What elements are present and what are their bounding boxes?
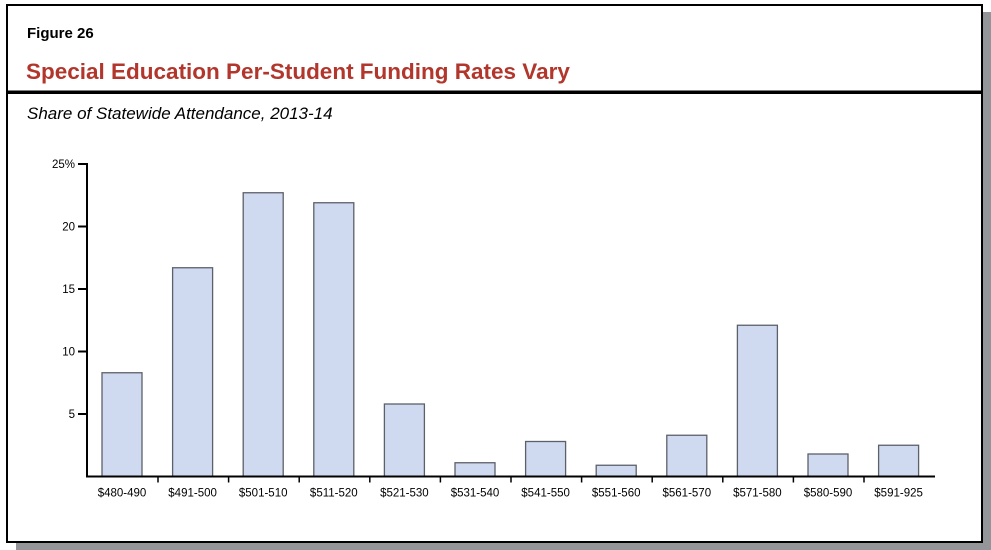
figure-frame: Figure 26 Special Education Per-Student … [6,4,983,543]
bar [454,462,496,478]
x-tick-label: $591-925 [874,488,923,500]
x-tick-label: $580-590 [804,488,853,500]
figure-label: Figure 26 [27,25,94,42]
x-tick-label: $491-500 [168,488,217,500]
bars [101,192,920,478]
bar [383,403,426,478]
figure-title: Special Education Per-Student Funding Ra… [26,59,570,84]
x-tick-label: $551-560 [592,488,641,500]
x-axis: $480-490 $491-500 $501-510 $511-520 $521-530… [86,475,935,500]
bar [242,192,284,478]
x-tick-label: $531-540 [451,488,500,500]
bar [101,372,143,478]
chart-subtitle: Share of Statewide Attendance, 2013-14 [27,104,333,123]
bar [171,267,214,478]
y-tick-label: 25% [52,159,75,171]
bar [595,464,637,478]
bar [666,434,708,478]
bar [524,440,567,478]
x-tick-label: $480-490 [98,488,147,500]
y-tick-label: 5 [69,409,75,421]
bar [877,444,920,478]
x-tick-label: $571-580 [733,488,782,500]
x-tick-label: $521-530 [380,488,429,500]
title-divider [8,91,981,94]
y-tick-label: 20 [62,222,75,234]
bar [807,453,849,478]
bar [313,202,355,478]
x-tick-label: $501-510 [239,488,288,500]
x-tick-label: $511-520 [310,488,358,500]
x-tick-label: $561-570 [662,488,711,500]
y-tick-label: 10 [62,347,75,359]
x-tick-label: $541-550 [521,488,570,500]
y-tick-label: 15 [62,284,75,296]
bar [736,324,779,478]
y-axis: 5 10 15 20 25% [52,159,88,477]
title-divider-thin [8,90,981,91]
